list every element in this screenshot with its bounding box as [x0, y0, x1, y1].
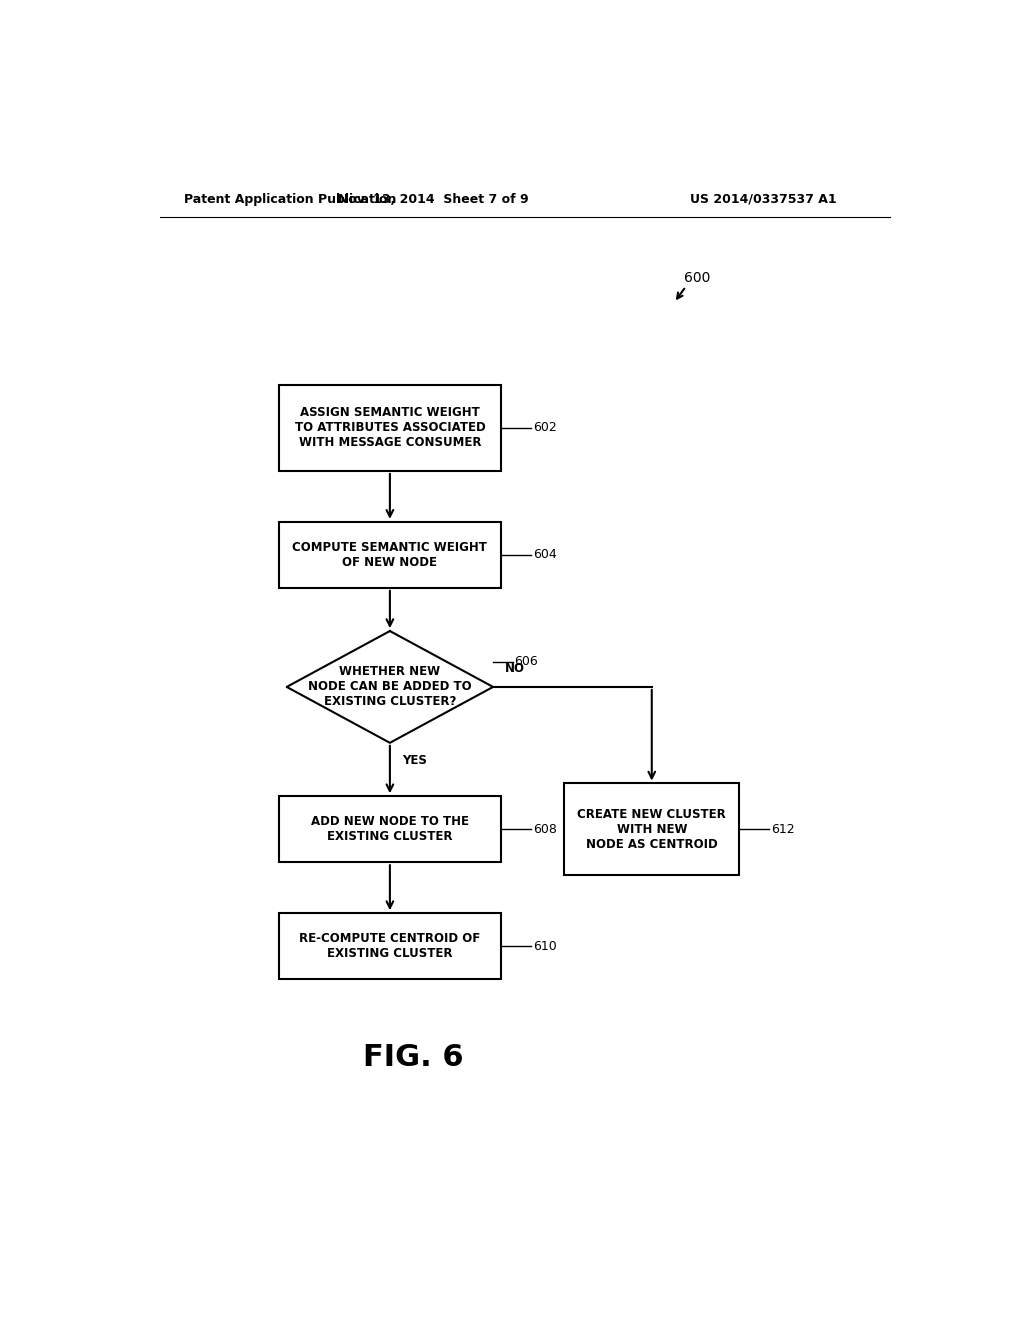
Text: US 2014/0337537 A1: US 2014/0337537 A1 — [689, 193, 837, 206]
Bar — [279, 913, 501, 979]
Bar — [279, 796, 501, 862]
Bar — [279, 384, 501, 471]
Text: RE-COMPUTE CENTROID OF
EXISTING CLUSTER: RE-COMPUTE CENTROID OF EXISTING CLUSTER — [299, 932, 480, 960]
Text: Patent Application Publication: Patent Application Publication — [183, 193, 396, 206]
Text: 602: 602 — [532, 421, 556, 434]
Text: 612: 612 — [771, 822, 795, 836]
Text: WHETHER NEW
NODE CAN BE ADDED TO
EXISTING CLUSTER?: WHETHER NEW NODE CAN BE ADDED TO EXISTIN… — [308, 665, 472, 709]
Text: 604: 604 — [532, 548, 556, 561]
Text: NO: NO — [505, 661, 525, 675]
Text: ASSIGN SEMANTIC WEIGHT
TO ATTRIBUTES ASSOCIATED
WITH MESSAGE CONSUMER: ASSIGN SEMANTIC WEIGHT TO ATTRIBUTES ASS… — [295, 407, 485, 449]
Text: 610: 610 — [532, 940, 556, 953]
Text: YES: YES — [401, 754, 427, 767]
Text: Nov. 13, 2014  Sheet 7 of 9: Nov. 13, 2014 Sheet 7 of 9 — [338, 193, 528, 206]
Text: COMPUTE SEMANTIC WEIGHT
OF NEW NODE: COMPUTE SEMANTIC WEIGHT OF NEW NODE — [293, 541, 487, 569]
Text: 606: 606 — [514, 655, 539, 668]
Text: 608: 608 — [532, 822, 557, 836]
Bar — [564, 784, 739, 875]
Text: 600: 600 — [684, 272, 710, 285]
Text: CREATE NEW CLUSTER
WITH NEW
NODE AS CENTROID: CREATE NEW CLUSTER WITH NEW NODE AS CENT… — [578, 808, 726, 850]
Text: ADD NEW NODE TO THE
EXISTING CLUSTER: ADD NEW NODE TO THE EXISTING CLUSTER — [311, 816, 469, 843]
Bar — [279, 521, 501, 587]
Text: FIG. 6: FIG. 6 — [364, 1043, 464, 1072]
